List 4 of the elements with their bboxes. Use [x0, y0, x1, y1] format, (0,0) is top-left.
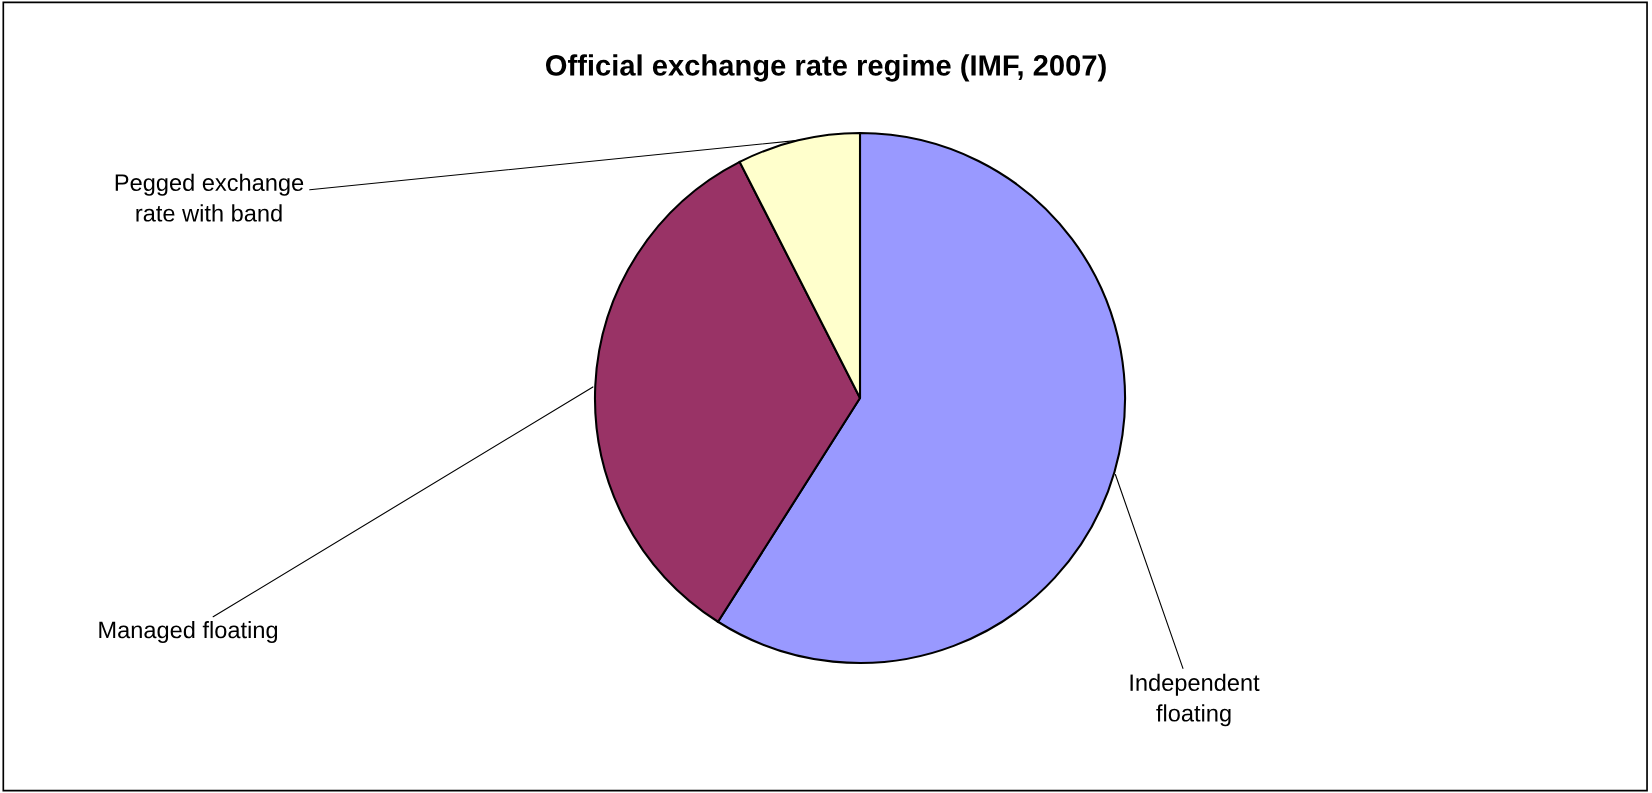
chart-title: Official exchange rate regime (IMF, 2007): [545, 54, 1106, 82]
slice-label: Independent floating: [1130, 673, 1260, 727]
slice-label: Managed floating: [99, 620, 278, 643]
slice-label: Pegged exchange rate with band: [115, 173, 304, 222]
